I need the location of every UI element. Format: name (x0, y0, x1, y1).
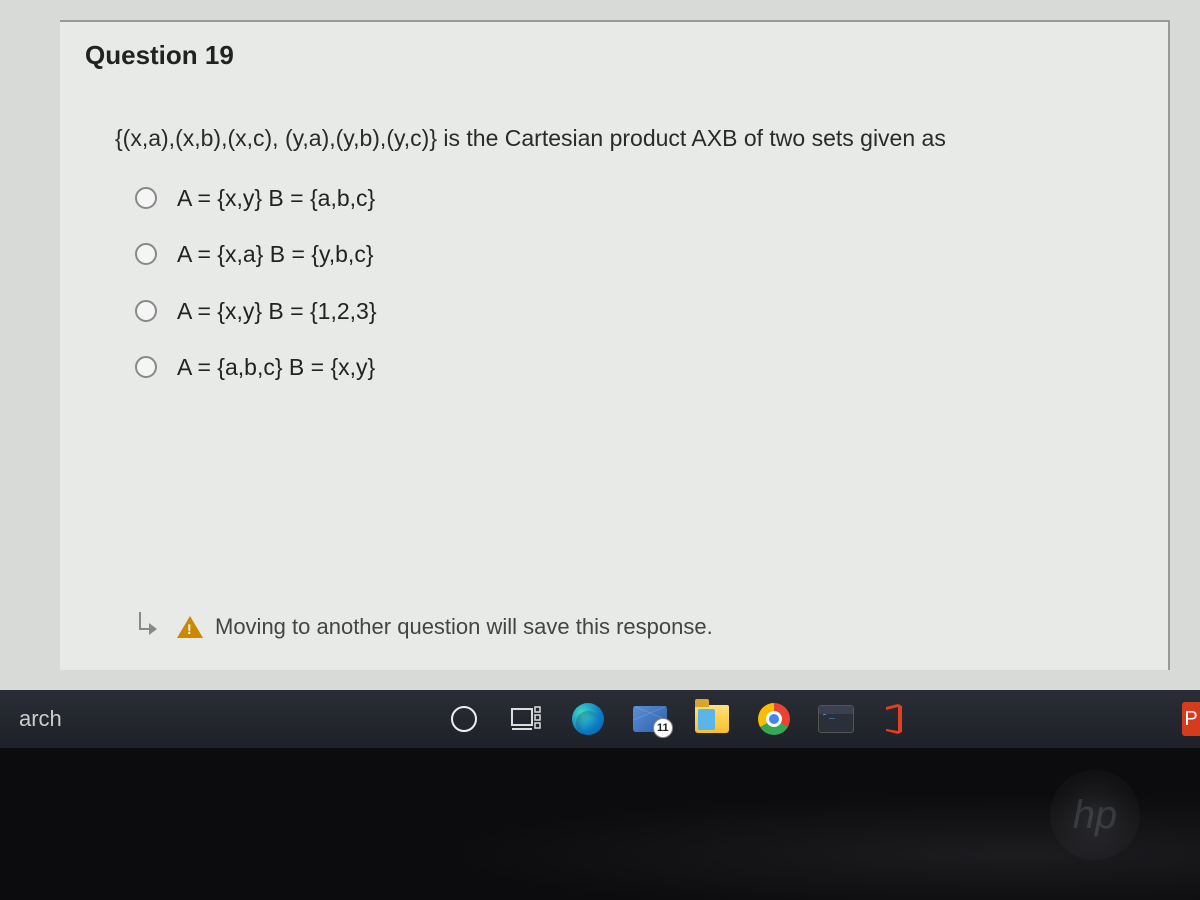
question-prompt: {(x,a),(x,b),(x,c), (y,a),(y,b),(y,c)} i… (115, 121, 1143, 156)
option-text-4: A = {a,b,c} B = {x,y} (177, 350, 375, 385)
option-row-3[interactable]: A = {x,y} B = {1,2,3} (135, 294, 1143, 329)
quiz-screen-area: Question 19 {(x,a),(x,b),(x,c), (y,a),(y… (0, 0, 1200, 690)
cortana-icon[interactable] (446, 701, 482, 737)
warning-text: Moving to another question will save thi… (215, 614, 713, 640)
file-explorer-icon[interactable] (694, 701, 730, 737)
edge-browser-icon[interactable] (570, 701, 606, 737)
search-box-fragment[interactable]: arch (5, 696, 76, 742)
radio-option-4[interactable] (135, 356, 157, 378)
option-text-1: A = {x,y} B = {a,b,c} (177, 181, 375, 216)
mail-app-icon[interactable]: 11 (632, 701, 668, 737)
task-view-icon[interactable] (508, 701, 544, 737)
hp-logo: hp (1050, 770, 1140, 860)
arrow-indicator-icon (135, 612, 165, 642)
taskbar-icons: 11 (446, 701, 906, 737)
option-row-4[interactable]: A = {a,b,c} B = {x,y} (135, 350, 1143, 385)
option-text-2: A = {x,a} B = {y,b,c} (177, 237, 374, 272)
radio-option-2[interactable] (135, 243, 157, 265)
warning-triangle-icon (177, 616, 203, 638)
option-text-3: A = {x,y} B = {1,2,3} (177, 294, 377, 329)
question-body: {(x,a),(x,b),(x,c), (y,a),(y,b),(y,c)} i… (60, 81, 1168, 427)
office-icon[interactable] (880, 703, 906, 735)
option-row-2[interactable]: A = {x,a} B = {y,b,c} (135, 237, 1143, 272)
radio-option-1[interactable] (135, 187, 157, 209)
option-row-1[interactable]: A = {x,y} B = {a,b,c} (135, 181, 1143, 216)
question-panel: Question 19 {(x,a),(x,b),(x,c), (y,a),(y… (60, 20, 1170, 670)
radio-option-3[interactable] (135, 300, 157, 322)
warning-row: Moving to another question will save thi… (135, 612, 713, 642)
mail-badge-count: 11 (653, 718, 673, 738)
question-number-header: Question 19 (60, 22, 1168, 81)
windows-taskbar[interactable]: arch 11 (0, 690, 1200, 748)
terminal-icon[interactable] (818, 701, 854, 737)
taskbar-edge-app-icon[interactable]: P (1182, 702, 1200, 736)
chrome-browser-icon[interactable] (756, 701, 792, 737)
options-group: A = {x,y} B = {a,b,c} A = {x,a} B = {y,b… (115, 181, 1143, 385)
laptop-bezel-area: hp (0, 748, 1200, 900)
